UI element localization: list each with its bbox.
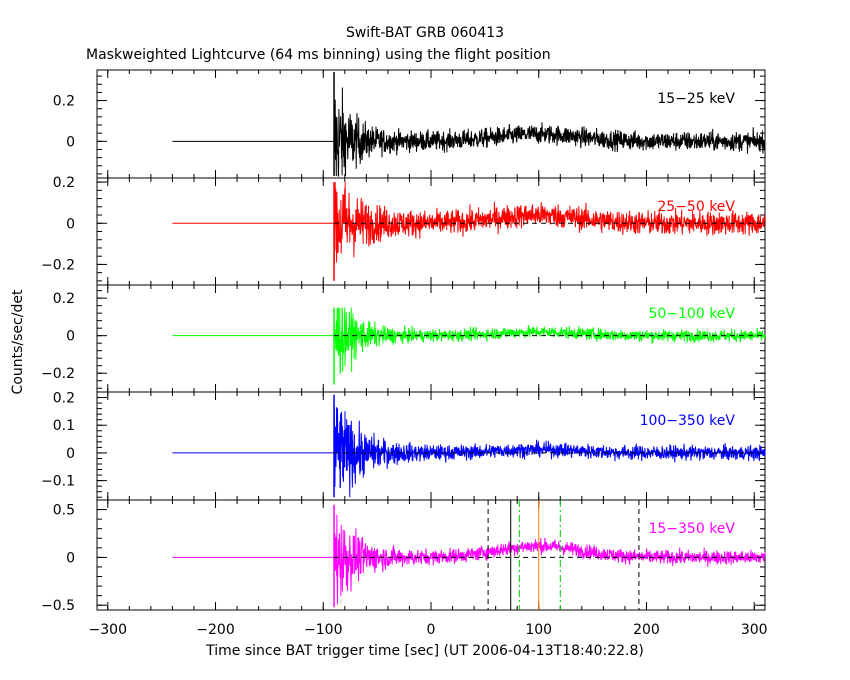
x-tick-label: −300 [89,622,127,638]
x-tick-label: 100 [525,622,552,638]
panel-3: −0.2 0 0.2 50−100 keV [41,284,766,393]
y-tick-label: −0.2 [41,366,75,382]
panel-2: −0.2 0 0.2 25−50 keV [41,175,766,286]
x-tick-label: 200 [633,622,660,638]
panel-frame [96,391,766,501]
panel-5: −0.5 0 0.5 15−350 keV [41,499,766,614]
y-tick-label: 0 [66,329,75,345]
x-tick-label: −100 [304,622,342,638]
y-tick-label: 0 [66,216,75,232]
x-tick-label: 300 [741,622,768,638]
lightcurve-series [333,406,766,498]
panel-1: 0 0.2 15−25 keV [53,69,766,179]
panels-group: 0 0.2 15−25 keV −0.2 0 0.2 25−50 keV −0.2 0 0.2 50… [41,69,768,638]
y-tick-label: −0.1 [41,474,75,490]
lightcurve-series [333,87,766,177]
y-tick-label: 0.2 [53,94,75,110]
y-tick-label: −0.2 [41,257,75,273]
y-axis-label: Counts/sec/det [10,289,26,394]
lightcurve-series [333,514,766,605]
band-label: 50−100 keV [648,306,735,322]
band-label: 25−50 keV [657,199,735,215]
lightcurve-series [333,307,766,374]
panel-frame [96,69,766,179]
band-label: 15−350 keV [648,521,735,537]
y-tick-label: 0 [66,134,75,150]
y-tick-label: 0 [66,550,75,566]
panel-4: −0.1 0 0.1 0.2 100−350 keV [41,391,766,501]
chart-title: Swift-BAT GRB 060413 [346,25,504,41]
y-tick-label: 0.2 [53,291,75,307]
y-tick-label: −0.5 [41,598,75,614]
lightcurve-series [333,182,766,264]
y-tick-label: 0.2 [53,391,75,407]
x-axis-label: Time since BAT trigger time [sec] (UT 20… [205,643,644,659]
band-label: 100−350 keV [640,413,736,429]
y-tick-label: 0.5 [53,503,75,519]
y-tick-label: 0 [66,446,75,462]
y-tick-label: 0.1 [53,418,75,434]
y-tick-label: 0.2 [53,175,75,191]
band-label: 15−25 keV [657,91,735,107]
chart-subtitle: Maskweighted Lightcurve (64 ms binning) … [86,47,551,63]
x-tick-label: 0 [427,622,436,638]
x-tick-label: −200 [196,622,234,638]
